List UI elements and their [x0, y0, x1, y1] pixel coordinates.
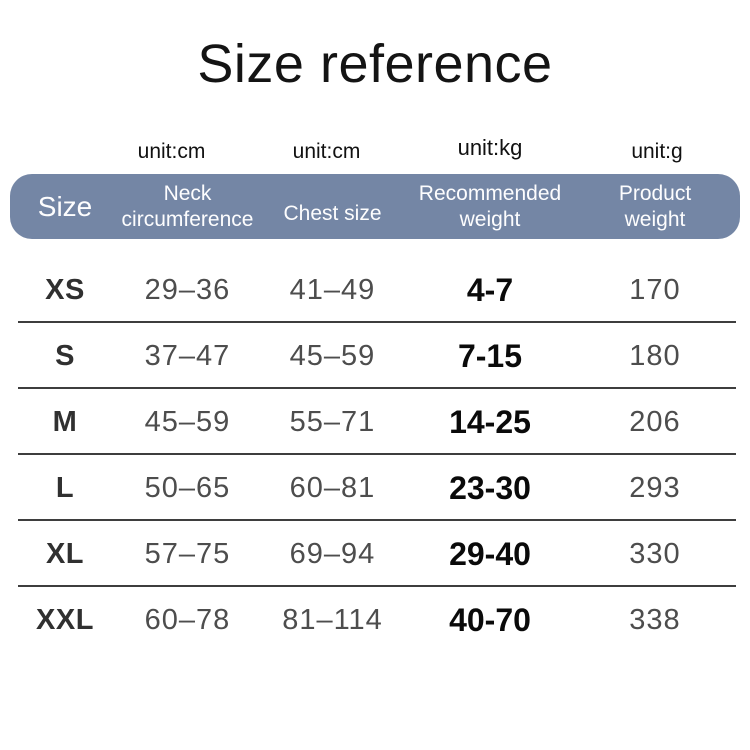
product-weight-cell: 206: [629, 405, 681, 438]
neck-range-cell: 29–36: [144, 273, 231, 306]
size-reference-page: Size reference unit:cm unit:cm unit:kg u…: [0, 34, 750, 750]
unit-label-product: unit:g: [631, 140, 683, 164]
table-row-xxl: XXL 60–78 81–114 40-70 338: [10, 587, 740, 653]
chest-range-cell: 81–114: [282, 603, 383, 636]
header-size: Size: [37, 190, 93, 222]
header-chest-size: Chest size: [283, 201, 382, 225]
page-title: Size reference: [197, 34, 553, 94]
table-row-l: L 50–65 60–81 23-30 293: [10, 455, 740, 522]
chest-range-cell: 41–49: [289, 273, 376, 306]
product-weight-cell: 180: [629, 339, 681, 372]
unit-label-recommended: unit:kg: [457, 135, 523, 161]
neck-range-cell: 50–65: [144, 471, 231, 504]
recommended-weight-cell: 4-7: [466, 271, 514, 308]
size-cell: XS: [45, 273, 85, 306]
table-row-m: M 45–59 55–71 14-25 206: [10, 389, 740, 456]
neck-range-cell: 57–75: [144, 537, 231, 570]
size-cell: XL: [45, 537, 85, 570]
neck-range-cell: 37–47: [144, 339, 231, 372]
recommended-weight-cell: 29-40: [449, 535, 531, 572]
table-row-s: S 37–47 45–59 7-15 180: [10, 323, 740, 390]
neck-range-cell: 45–59: [144, 405, 231, 438]
chest-range-cell: 55–71: [289, 405, 376, 438]
table-row-xl: XL 57–75 69–94 29-40 330: [10, 521, 740, 588]
neck-range-cell: 60–78: [144, 603, 231, 636]
size-cell: L: [55, 471, 75, 504]
chest-range-cell: 45–59: [289, 339, 376, 372]
header-neck-circumference: Neck circumference: [121, 181, 254, 231]
chest-range-cell: 69–94: [289, 537, 376, 570]
header-product-weight: Product weight: [570, 181, 740, 233]
size-cell: M: [52, 405, 78, 438]
header-product-weight-label: Product weight: [618, 181, 692, 231]
recommended-weight-cell: 7-15: [457, 337, 523, 374]
product-weight-cell: 330: [629, 537, 681, 570]
product-weight-cell: 293: [629, 471, 681, 504]
table-header-bar: Size Neck circumference Chest size Recom…: [10, 174, 740, 240]
recommended-weight-cell: 14-25: [449, 403, 531, 440]
unit-labels-row: unit:cm unit:cm unit:kg unit:g: [10, 135, 740, 164]
product-weight-cell: 338: [629, 603, 681, 636]
product-weight-cell: 170: [629, 273, 681, 306]
size-table-body: XS 29–36 41–49 4-7 170 S 37–47 45–59 7-1…: [0, 239, 750, 653]
table-row-xs: XS 29–36 41–49 4-7 170: [10, 239, 740, 324]
size-cell: XXL: [36, 603, 94, 636]
unit-label-neck: unit:cm: [137, 140, 206, 164]
header-recommended-weight: Recommended weight: [418, 181, 562, 231]
recommended-weight-cell: 40-70: [449, 601, 531, 638]
unit-label-chest: unit:cm: [292, 140, 361, 164]
recommended-weight-cell: 23-30: [449, 469, 531, 506]
chest-range-cell: 60–81: [289, 471, 376, 504]
size-cell: S: [55, 339, 75, 372]
